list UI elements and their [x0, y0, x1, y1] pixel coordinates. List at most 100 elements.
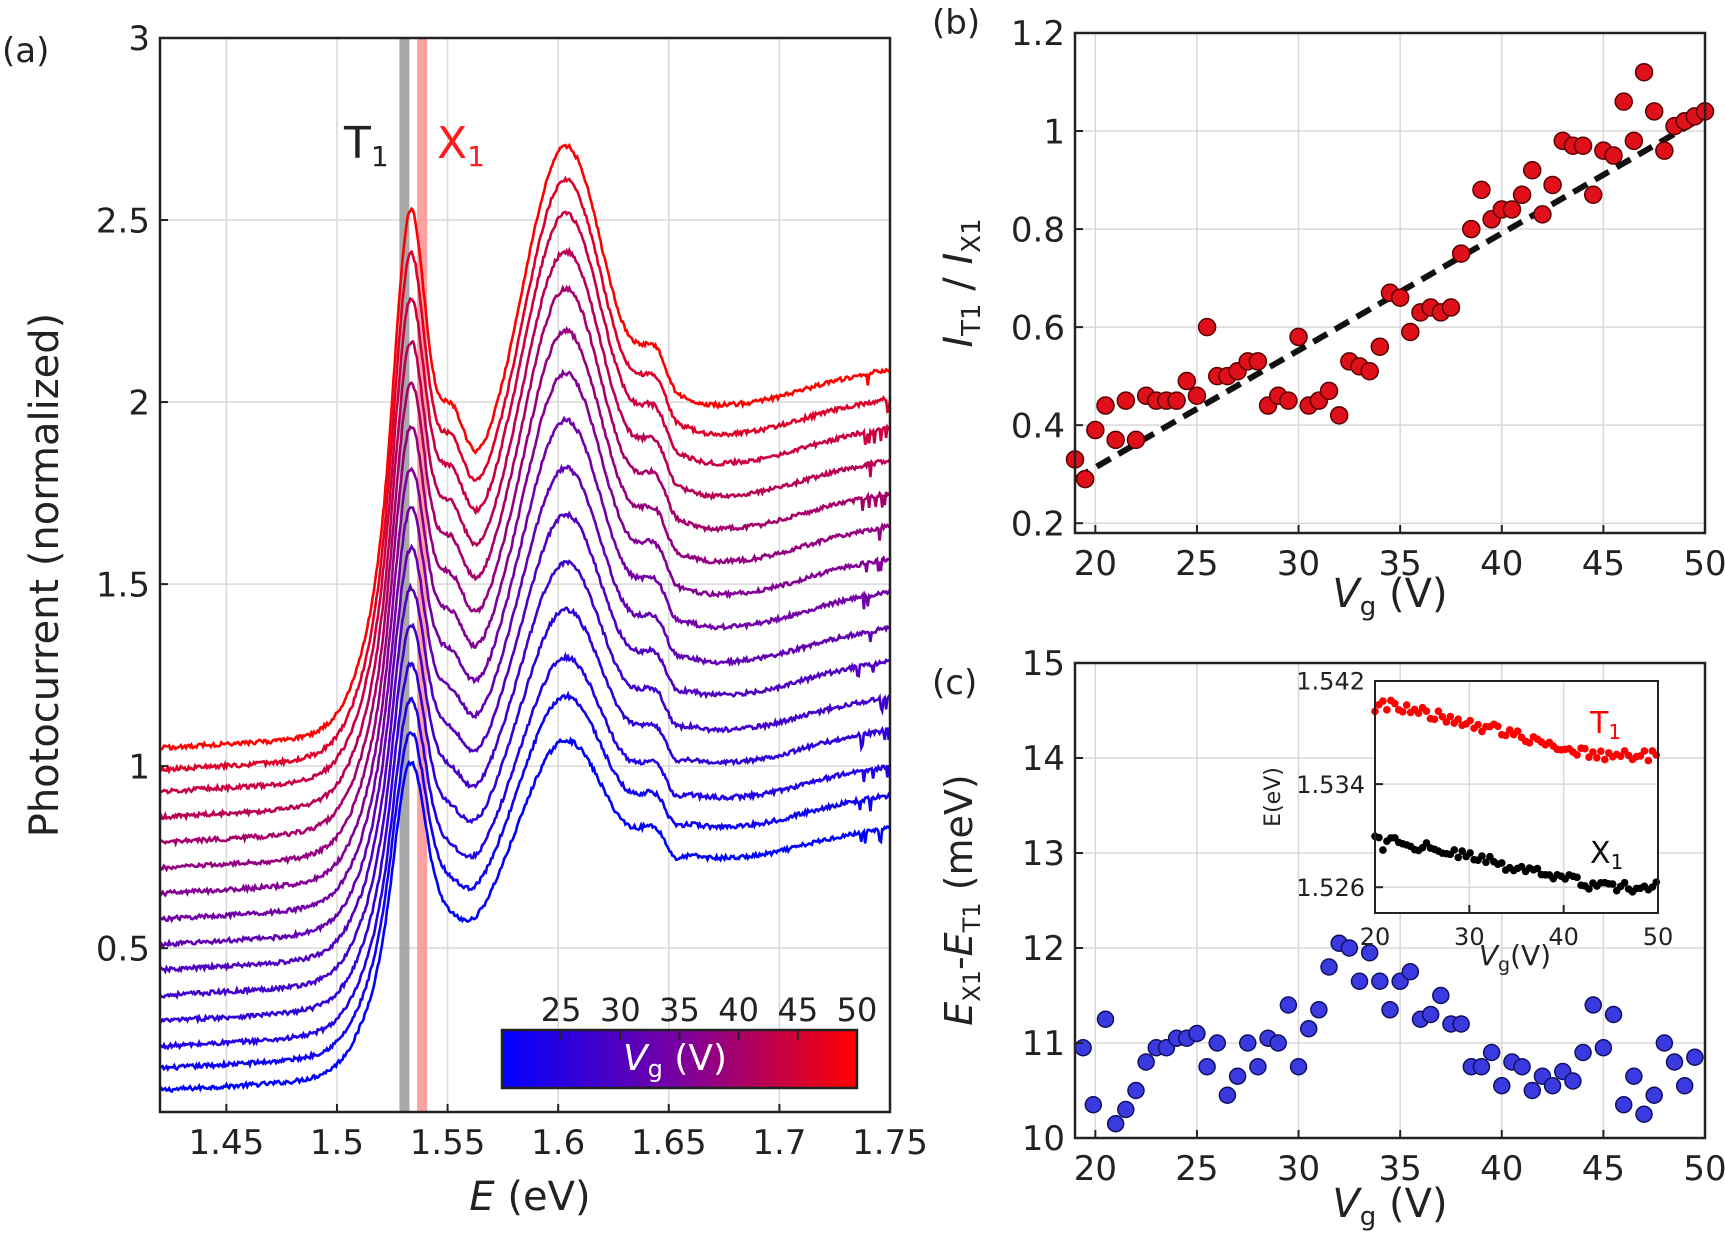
panel-label-b: (b): [932, 3, 980, 43]
chart-b-point: [1462, 219, 1481, 239]
inset-point-x1: [1620, 878, 1629, 887]
chart-b-y-tick-label: 0.6: [1011, 308, 1065, 348]
chart-b-point: [1472, 180, 1491, 200]
chart-c-point: [1198, 1058, 1216, 1076]
inset-point-t1: [1494, 722, 1502, 731]
chart-c-frame: [1073, 661, 1707, 1140]
chart-b-y-tick-label: 0.4: [1011, 406, 1065, 446]
inset-point-t1: [1454, 715, 1463, 723]
inset-point-t1: [1398, 708, 1407, 716]
chart-b-grid: [1075, 32, 1706, 533]
inset-x-tick-label: 30: [1454, 923, 1485, 951]
spectrum-line-vg-20: [158, 736, 892, 1094]
chart-b-point: [1523, 161, 1542, 180]
chart-b-point: [1096, 396, 1115, 415]
chart-b-point: [1401, 322, 1420, 342]
spectrum-line-vg-40: [159, 284, 891, 848]
spectrum-line-vg-28: [158, 559, 892, 1000]
chart-c-x-tick-label: 20: [1074, 1149, 1117, 1189]
colorbar: 25 30 35 40 45 50 Vg (V): [500, 991, 878, 1090]
spectrum-line-vg-22: [159, 690, 891, 1072]
inset-point-t1: [1501, 731, 1510, 740]
inset-x-tick-label: 40: [1548, 923, 1579, 951]
chart-c-point: [1218, 1086, 1237, 1104]
chart-c-point: [1310, 1001, 1328, 1019]
chart-c-point: [1452, 1015, 1470, 1033]
chart-c-y-tick-label: 15: [1022, 644, 1065, 684]
spectrum-line-vg-32: [159, 463, 891, 949]
chart-b-point: [1583, 185, 1603, 205]
inset-point-t1: [1585, 753, 1593, 762]
chart-b-point: [1197, 317, 1217, 337]
chart-c-point: [1543, 1077, 1562, 1095]
chart-c-point: [1188, 1024, 1206, 1043]
chart-b-points: [1065, 62, 1715, 489]
spectrum-line-vg-42: [158, 246, 892, 822]
chart-b-point: [1319, 381, 1339, 401]
inset-points: [1371, 696, 1661, 896]
chart-b-y-tick-label: 1: [1043, 112, 1065, 152]
inset-frame: [1374, 680, 1659, 914]
inset-background: [1375, 681, 1658, 913]
inset-point-x1: [1608, 880, 1617, 888]
chart-c-point: [1137, 1053, 1155, 1071]
colorbar-tick-label: 50: [837, 991, 878, 1029]
chart-c-x-tick-label: 50: [1683, 1149, 1725, 1189]
chart-c-point: [1574, 1043, 1592, 1062]
inset-point-t1: [1600, 755, 1609, 764]
chart-c: 20 25 30 35 40 45 50 10 11 12 13 14 15 Vg (V) EX1-E…: [937, 644, 1725, 1232]
chart-c-point: [1564, 1072, 1582, 1090]
inset-point-t1: [1442, 718, 1451, 726]
chart-a-y-tick-label: 3: [128, 19, 150, 59]
inset-point-t1: [1430, 715, 1439, 724]
chart-b-x-tick-label: 30: [1277, 544, 1320, 584]
chart-b-x-tick-label: 20: [1074, 544, 1117, 584]
chart-c-point: [1289, 1058, 1308, 1076]
panel-label-c: (c): [932, 663, 977, 703]
chart-b-point: [1248, 352, 1268, 371]
inset-point-x1: [1454, 853, 1463, 862]
inset-x-tick-label: 20: [1360, 923, 1391, 951]
chart-c-y-tick-label: 12: [1022, 929, 1065, 969]
chart-b-point: [1329, 406, 1349, 425]
chart-b-x-tick-label: 35: [1379, 544, 1422, 584]
inset-y-label: E(eV): [1261, 767, 1286, 827]
chart-a-x-ticks: 1.45 1.5 1.55 1.6 1.65 1.7 1.75: [189, 1104, 928, 1163]
chart-a-series: [158, 142, 892, 1094]
spectrum-line-vg-36: [158, 368, 891, 898]
chart-c-point: [1493, 1077, 1511, 1095]
chart-a-y-tick-label: 1: [128, 747, 150, 787]
chart-a-x-tick-label: 1.6: [531, 1123, 585, 1163]
chart-b-x-ticks: 20 25 30 35 40 45 50: [1074, 525, 1725, 584]
inset-point-x1: [1450, 846, 1459, 854]
chart-c-x-label: Vg (V): [1332, 1181, 1447, 1232]
inset-series-label-t1: T1: [1589, 706, 1621, 744]
chart-c-point: [1482, 1043, 1501, 1062]
chart-c-x-tick-label: 30: [1277, 1149, 1320, 1189]
chart-b-point: [1512, 185, 1532, 205]
inset-point-t1: [1593, 753, 1601, 762]
spectrum-line-vg-38: [158, 325, 891, 873]
chart-c-point: [1645, 1086, 1663, 1104]
chart-c-point: [1604, 1005, 1623, 1024]
chart-b-point: [1644, 102, 1664, 121]
spectrum-line-vg-30: [159, 510, 891, 975]
chart-c-point: [1320, 958, 1338, 976]
chart-c-inset: 20 30 40 50 1.526 1.534 1.542 T1 X1 Vg(V) E(e…: [1261, 668, 1673, 976]
chart-b-point: [1655, 141, 1674, 160]
inset-point-t1: [1616, 752, 1625, 760]
chart-c-point: [1675, 1077, 1694, 1095]
chart-b-point: [1634, 62, 1654, 82]
chart-a-x-tick-label: 1.5: [310, 1123, 364, 1163]
chart-c-point: [1228, 1067, 1247, 1085]
chart-b-point: [1116, 391, 1136, 410]
chart-c-point: [1584, 996, 1602, 1014]
inset-y-tick-label: 1.542: [1296, 668, 1365, 696]
spectrum-line-vg-50: [159, 142, 892, 751]
spectrum-line-vg-24: [159, 651, 892, 1051]
colorbar-tick-label: 30: [600, 991, 641, 1029]
chart-b-point: [1106, 430, 1125, 450]
chart-a: 1.45 1.5 1.55 1.6 1.65 1.7 1.75 0.5 1 1.5 2 2.5 3 T…: [22, 19, 928, 1220]
chart-b-point: [1360, 361, 1379, 381]
chart-b-point: [1126, 430, 1146, 450]
